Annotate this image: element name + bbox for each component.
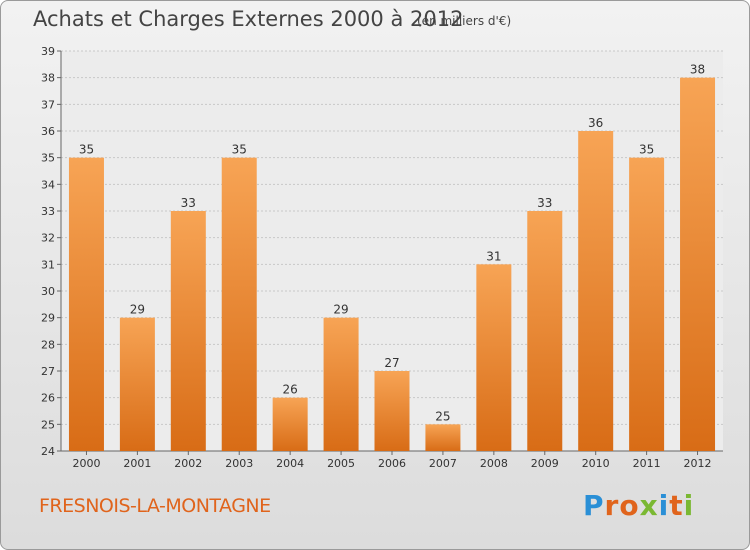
- bar-2010: [578, 131, 614, 451]
- chart-title: Achats et Charges Externes 2000 à 2012: [33, 7, 464, 31]
- bar-2001: [119, 317, 155, 451]
- y-tick-label: 35: [41, 152, 55, 165]
- logo-letter: t: [669, 489, 684, 522]
- data-label: 36: [588, 116, 603, 130]
- y-tick-label: 33: [41, 205, 55, 218]
- y-tick-label: 34: [41, 178, 55, 191]
- x-tick-label: 2008: [480, 457, 508, 470]
- x-tick-label: 2006: [378, 457, 406, 470]
- y-tick-label: 37: [41, 98, 55, 111]
- logo-letter: x: [639, 489, 659, 522]
- x-tick-label: 2009: [531, 457, 559, 470]
- x-tick-label: 2005: [327, 457, 355, 470]
- y-tick-label: 32: [41, 232, 55, 245]
- x-tick-label: 2012: [684, 457, 712, 470]
- y-tick-label: 39: [41, 45, 55, 58]
- y-tick-label: 27: [41, 365, 55, 378]
- data-label: 26: [283, 383, 298, 397]
- data-label: 25: [435, 409, 450, 423]
- bar-2003: [221, 157, 257, 451]
- y-tick-label: 28: [41, 338, 55, 351]
- logo-letter: P: [583, 489, 605, 522]
- y-tick-label: 26: [41, 392, 55, 405]
- bars: [68, 77, 716, 452]
- data-label: 38: [690, 63, 705, 77]
- logo-letter: o: [619, 489, 640, 522]
- bar-2002: [170, 211, 206, 451]
- data-label: 31: [486, 249, 501, 263]
- y-tick-label: 25: [41, 418, 55, 431]
- x-tick-label: 2000: [72, 457, 100, 470]
- bar-2006: [374, 371, 410, 451]
- y-tick-label: 36: [41, 125, 55, 138]
- proxiti-logo: Proxiti: [583, 489, 694, 522]
- bar-2008: [476, 264, 512, 451]
- logo-letter: i: [658, 489, 670, 522]
- x-tick-label: 2002: [174, 457, 202, 470]
- bar-2007: [425, 424, 461, 451]
- y-tick-label: 38: [41, 72, 55, 85]
- y-tick-label: 30: [41, 285, 55, 298]
- axes: 24 25 26 27 28 29 30 31 32 33 34 35 36 37 38 39 2000 2001…: [41, 45, 723, 470]
- bar-2012: [680, 77, 716, 452]
- bar-2011: [629, 157, 665, 451]
- commune-name: FRESNOIS-LA-MONTAGNE: [39, 495, 271, 517]
- x-tick-label: 2003: [225, 457, 253, 470]
- data-label: 35: [639, 143, 654, 157]
- logo-letter: r: [604, 489, 620, 522]
- bar-2009: [527, 211, 563, 451]
- bar-2000: [68, 157, 104, 451]
- x-tick-label: 2010: [582, 457, 610, 470]
- data-label: 33: [537, 196, 552, 210]
- data-label: 29: [130, 303, 145, 317]
- bar-2004: [272, 397, 308, 451]
- data-label: 29: [333, 303, 348, 317]
- data-label: 27: [384, 356, 399, 370]
- logo-letter: i: [683, 489, 695, 522]
- data-label: 35: [79, 143, 94, 157]
- x-tick-label: 2001: [123, 457, 151, 470]
- y-tick-label: 29: [41, 312, 55, 325]
- chart-subtitle: (en milliers d'€): [417, 14, 512, 28]
- bar-2005: [323, 317, 359, 451]
- y-tick-label: 31: [41, 258, 55, 271]
- data-labels: 35 29 33 35 26 29 27 25 31 33 36 35 38: [79, 63, 705, 424]
- data-label: 35: [232, 143, 247, 157]
- x-tick-label: 2007: [429, 457, 457, 470]
- data-label: 33: [181, 196, 196, 210]
- x-tick-label: 2011: [633, 457, 661, 470]
- y-tick-label: 24: [41, 445, 55, 458]
- x-tick-label: 2004: [276, 457, 304, 470]
